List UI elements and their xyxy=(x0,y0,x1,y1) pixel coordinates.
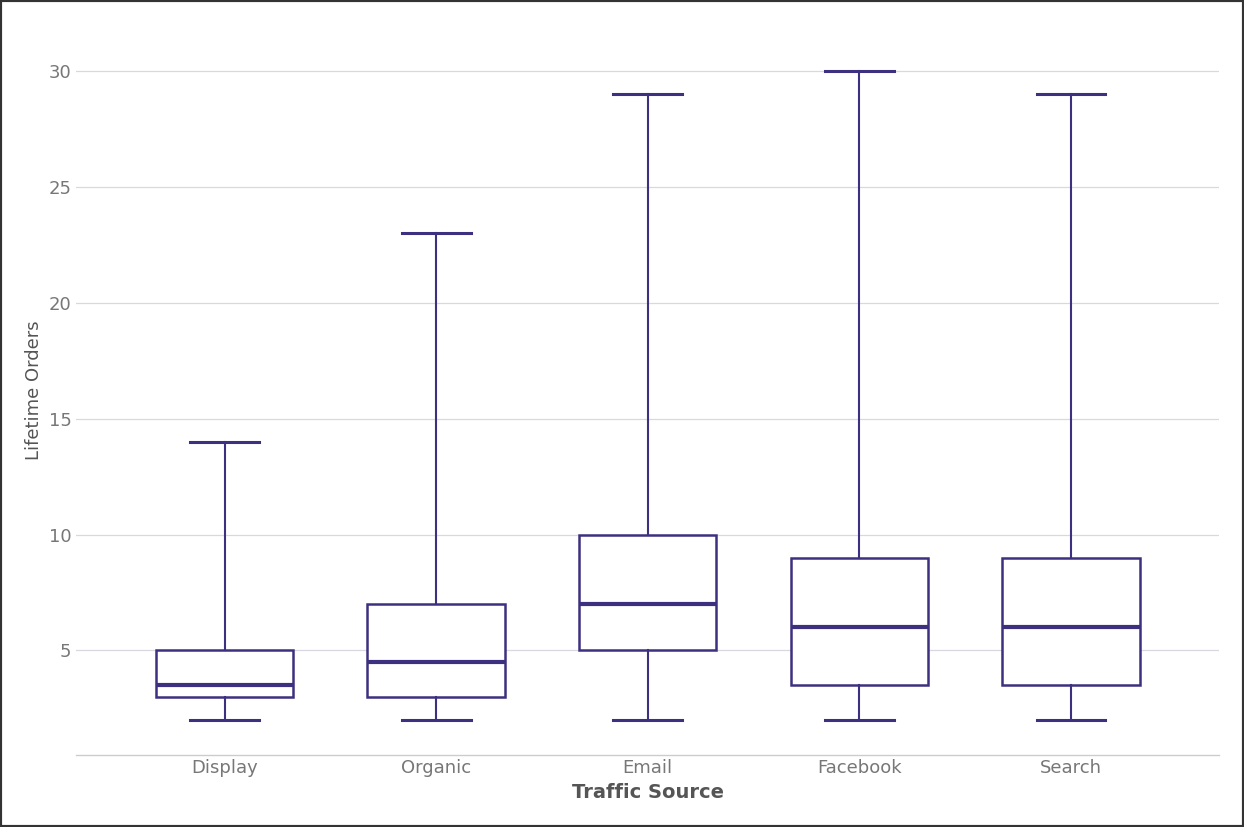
X-axis label: Traffic Source: Traffic Source xyxy=(572,783,724,802)
PathPatch shape xyxy=(790,557,928,685)
PathPatch shape xyxy=(578,534,717,650)
PathPatch shape xyxy=(156,650,294,696)
PathPatch shape xyxy=(367,604,505,696)
PathPatch shape xyxy=(1003,557,1140,685)
Y-axis label: Lifetime Orders: Lifetime Orders xyxy=(25,320,44,460)
